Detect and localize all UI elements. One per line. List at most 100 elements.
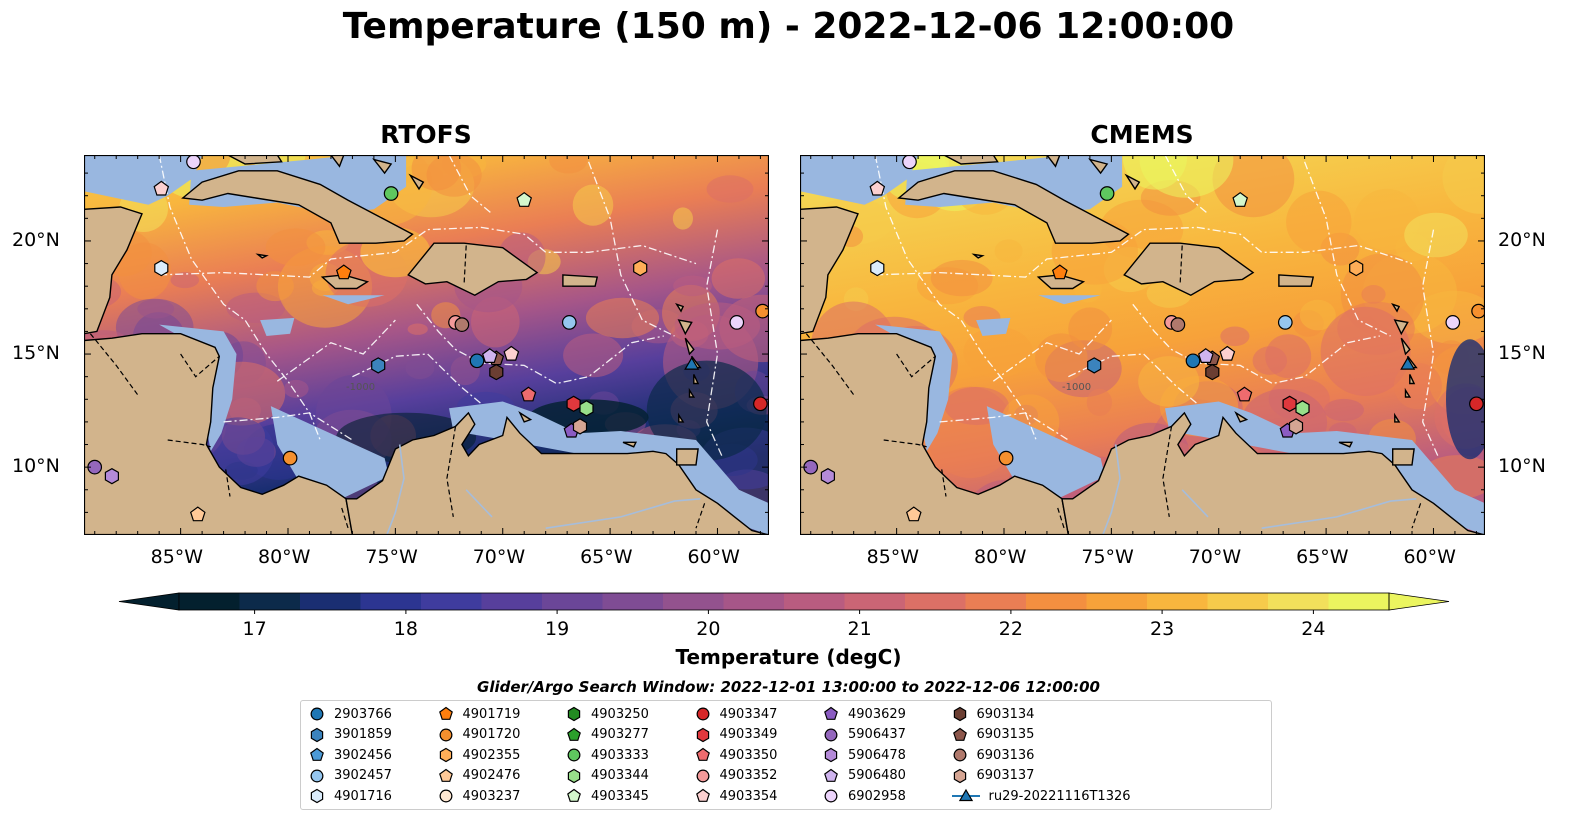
legend-label: 4901720 bbox=[462, 727, 521, 743]
land-cayman bbox=[971, 253, 985, 259]
marker-4903354 bbox=[869, 180, 886, 196]
circle-marker-icon bbox=[310, 769, 324, 783]
land-hispaniola bbox=[407, 242, 539, 296]
panel-title-cmems: CMEMS bbox=[1090, 120, 1194, 149]
colorbar-segment bbox=[360, 593, 422, 610]
legend-item: 4902476 bbox=[438, 766, 520, 786]
x-tick-label: 75°W bbox=[365, 546, 418, 568]
legend-item: 4903347 bbox=[695, 704, 778, 724]
legend-label: 4902355 bbox=[462, 747, 521, 763]
glider-track-icon bbox=[951, 789, 980, 802]
legend-item: 6903136 bbox=[952, 745, 1034, 765]
legend-label: 3902457 bbox=[334, 768, 392, 784]
colorbar-segment bbox=[784, 593, 845, 610]
land-lesser1 bbox=[1391, 302, 1401, 313]
colorbar-tick-label: 23 bbox=[1150, 618, 1175, 640]
land-lesser6 bbox=[688, 387, 696, 398]
colorbar-segment bbox=[542, 593, 603, 610]
land-cuba bbox=[897, 170, 1130, 244]
legend-label: 4903344 bbox=[591, 768, 649, 784]
legend-item: 4903354 bbox=[695, 786, 778, 806]
legend-label: 4903354 bbox=[719, 788, 778, 804]
x-tick-label: 85°W bbox=[866, 546, 920, 568]
legend-label: 5906480 bbox=[848, 768, 906, 784]
hexagon-marker-icon bbox=[824, 747, 838, 763]
marker-2903766 bbox=[1185, 353, 1201, 369]
marker-3902457 bbox=[561, 315, 577, 330]
legend-item: 4901716 bbox=[309, 786, 392, 806]
colorbar-segment bbox=[602, 593, 664, 610]
legend-item: 4903333 bbox=[566, 745, 649, 765]
marker-2903766 bbox=[469, 353, 485, 369]
colorbar-tick-label: 17 bbox=[242, 618, 267, 640]
marker-4901716 bbox=[870, 259, 885, 277]
marker-4901720 bbox=[282, 450, 298, 466]
colorbar-segment bbox=[723, 593, 785, 610]
y-tick-label: 10°N bbox=[1498, 455, 1546, 478]
legend-item: 4903237 bbox=[438, 786, 520, 806]
hexagon-marker-icon bbox=[953, 706, 966, 722]
marker-4902355 bbox=[633, 259, 648, 277]
marker-4903354 bbox=[503, 345, 520, 361]
colorbar bbox=[118, 592, 1450, 614]
colorbar-segment bbox=[844, 593, 906, 610]
marker-4903333 bbox=[383, 186, 399, 201]
land-margarita bbox=[1338, 441, 1354, 448]
circle-marker-icon bbox=[310, 707, 324, 721]
land-lesser3 bbox=[684, 337, 695, 356]
legend-label: 4903277 bbox=[591, 727, 649, 743]
legend-item: 4903349 bbox=[695, 725, 777, 745]
x-tick-label: 65°W bbox=[580, 546, 633, 568]
land-yucatan bbox=[84, 206, 143, 335]
marker-ru29-20221116T1326 bbox=[684, 356, 700, 370]
legend-item: 4902355 bbox=[438, 745, 521, 765]
land-florida bbox=[943, 155, 999, 165]
x-tick-label: 60°W bbox=[1403, 546, 1456, 568]
legend-item: 4901719 bbox=[438, 704, 520, 724]
legend-label: 4903352 bbox=[719, 768, 778, 784]
colorbar-tick-label: 24 bbox=[1301, 618, 1326, 640]
land-bahamas1 bbox=[330, 155, 345, 168]
land-curacao bbox=[1234, 411, 1249, 423]
colorbar-segment bbox=[1086, 593, 1148, 610]
marker-4903345 bbox=[516, 191, 533, 207]
colorbar-segment bbox=[1207, 593, 1269, 610]
land-lesser1 bbox=[675, 302, 685, 313]
colorbar-tick-label: 18 bbox=[393, 618, 418, 640]
land-curacao bbox=[518, 411, 533, 423]
x-tick-label: 80°W bbox=[257, 546, 311, 568]
land-bahamas3 bbox=[408, 173, 425, 191]
legend-item: 4903629 bbox=[823, 704, 906, 724]
marker-4903344 bbox=[579, 400, 594, 417]
marker-6903137 bbox=[572, 418, 588, 435]
x-tick-label: 70°W bbox=[472, 546, 526, 568]
marker-4901719 bbox=[1051, 264, 1068, 280]
circle-marker-icon bbox=[824, 789, 838, 803]
panel-title-rtofs: RTOFS bbox=[380, 120, 472, 149]
legend-label: 6903135 bbox=[976, 727, 1035, 743]
legend-item: 4903345 bbox=[566, 786, 649, 806]
marker-4902355 bbox=[1349, 259, 1364, 277]
hexagon-marker-icon bbox=[696, 727, 709, 742]
legend-item: ru29-20221116T1326 bbox=[951, 786, 1131, 806]
legend-label: 2903766 bbox=[334, 706, 392, 722]
rtofs-map: -1000 bbox=[84, 155, 769, 535]
pentagon-marker-icon bbox=[438, 706, 453, 720]
marker-4903347 bbox=[753, 396, 768, 412]
legend-item: 2903766 bbox=[309, 704, 392, 724]
legend-label: 4903347 bbox=[719, 706, 778, 722]
x-tick-label: 75°W bbox=[1081, 546, 1134, 568]
x-tick-label: 85°W bbox=[150, 546, 204, 568]
land-lesser7 bbox=[1394, 412, 1401, 423]
colorbar-segment bbox=[663, 593, 724, 610]
circle-marker-icon bbox=[953, 748, 966, 762]
land-hispaniola bbox=[1123, 242, 1255, 296]
land-cuba bbox=[181, 170, 414, 244]
pentagon-marker-icon bbox=[567, 727, 581, 741]
marker-4903350 bbox=[1236, 386, 1253, 402]
marker-4903354 bbox=[1219, 345, 1236, 361]
marker-4902476 bbox=[905, 506, 922, 522]
circle-marker-icon bbox=[824, 728, 838, 742]
search-window-caption: Glider/Argo Search Window: 2022-12-01 13… bbox=[477, 678, 1100, 696]
legend-label: 3901859 bbox=[334, 727, 392, 743]
